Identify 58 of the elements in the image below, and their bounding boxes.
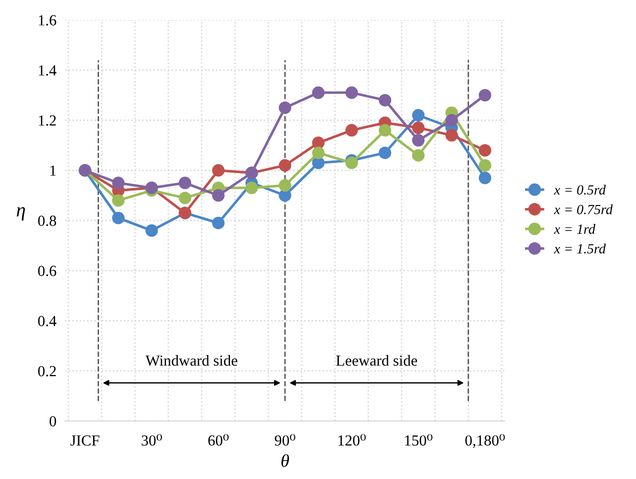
- point: [212, 216, 225, 230]
- point: [412, 108, 425, 122]
- point: [212, 164, 225, 177]
- x-tick-label: 150⁰: [405, 434, 432, 446]
- x-tick-label: JICF: [70, 435, 100, 446]
- point: [112, 212, 125, 224]
- point: [245, 182, 258, 194]
- y-tick-label: 0.4: [38, 316, 56, 326]
- point: [478, 172, 492, 184]
- point: [112, 194, 125, 207]
- point: [212, 189, 225, 202]
- y-tick-label: 0.6: [38, 266, 56, 276]
- point: [345, 86, 358, 99]
- point: [412, 134, 425, 147]
- point: [145, 224, 158, 237]
- y-tick-label: 0.2: [38, 366, 56, 376]
- y-axis-title: η: [16, 207, 25, 220]
- point: [478, 144, 492, 157]
- point: [178, 176, 192, 190]
- point: [312, 136, 325, 150]
- point: [278, 179, 292, 192]
- y-tick-label: 1.4: [38, 65, 56, 76]
- annotation: Windward side: [146, 355, 238, 366]
- x-tick-label: 60⁰: [208, 434, 229, 446]
- point: [378, 124, 392, 137]
- point: [412, 149, 425, 162]
- point: [378, 94, 392, 106]
- point: [278, 159, 292, 172]
- point: [445, 129, 458, 142]
- x-tick-label: 0,180⁰: [465, 434, 505, 448]
- y-tick-label: 1.2: [38, 115, 56, 126]
- x-tick-label: 30⁰: [142, 434, 162, 446]
- point: [312, 146, 325, 160]
- point: [345, 124, 358, 137]
- legend-label: x = 0.75rd: [554, 204, 613, 214]
- x-axis-title: θ: [281, 454, 290, 468]
- x-tick-label: 120⁰: [338, 434, 366, 446]
- annotation: Leeward side: [336, 355, 418, 366]
- legend-label: x = 1rd: [554, 224, 596, 234]
- point: [178, 192, 192, 204]
- legend-label: x = 0.5rd: [554, 184, 606, 195]
- point: [445, 114, 458, 126]
- point: [345, 156, 358, 170]
- point: [312, 86, 325, 99]
- point: [478, 88, 492, 102]
- y-tick-label: 0: [50, 416, 56, 426]
- x-tick-label: 90⁰: [274, 434, 296, 446]
- point: [112, 176, 125, 190]
- legend-label: x = 1.5rd: [554, 244, 606, 254]
- point: [412, 122, 425, 134]
- y-tick-label: 1.6: [38, 15, 56, 26]
- y-tick-label: 0.8: [38, 216, 56, 226]
- point: [278, 189, 292, 202]
- point: [378, 146, 392, 160]
- point: [278, 101, 292, 114]
- y-tick-label: 1: [50, 166, 56, 176]
- point: [478, 159, 492, 172]
- point: [312, 156, 325, 170]
